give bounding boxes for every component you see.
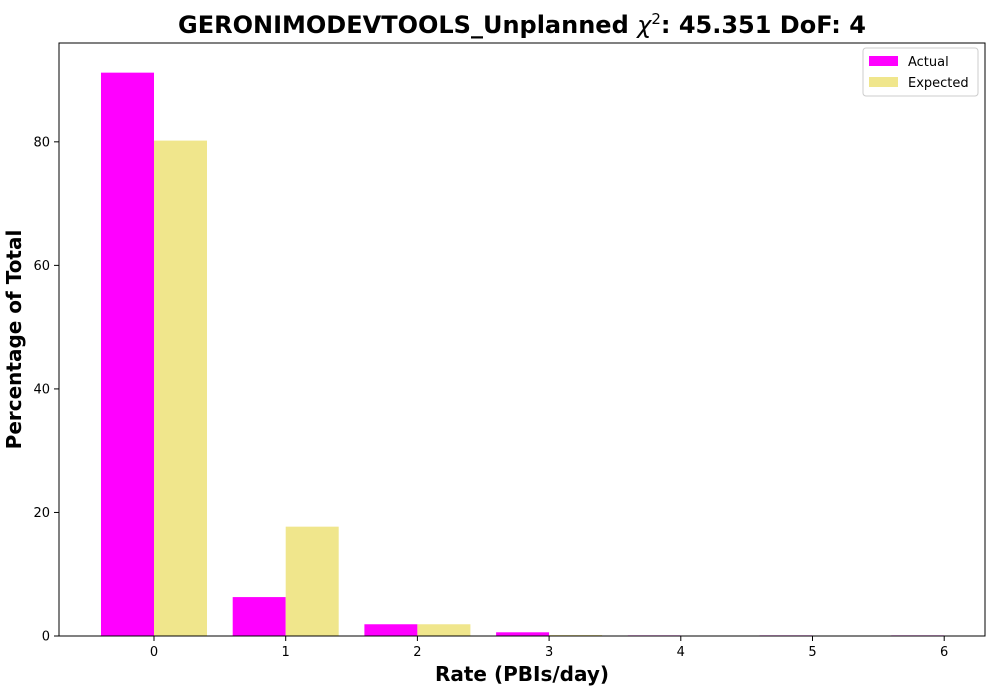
bar-actual-0	[101, 72, 154, 636]
bar-actual-2	[364, 624, 418, 636]
legend: Actual Expected	[862, 47, 979, 97]
chart-title-suffix: : 45.351 DoF: 4	[661, 11, 866, 39]
bar-actual-1	[232, 597, 286, 636]
chart-title-chi: χ	[635, 11, 652, 39]
chart-title-prefix: GERONIMODEVTOOLS_Unplanned	[178, 11, 637, 39]
chart-title: GERONIMODEVTOOLS_Unplanned χ2: 45.351 Do…	[178, 10, 866, 39]
x-axis-label: Rate (PBIs/day)	[435, 662, 609, 686]
x-tick-label-6: 6	[940, 645, 948, 660]
legend-label-expected: Expected	[908, 76, 969, 91]
x-tick-label-4: 4	[677, 645, 685, 660]
x-tick-label-2: 2	[413, 645, 421, 660]
y-tick-label-60: 60	[33, 259, 50, 274]
x-tick-label-3: 3	[545, 645, 553, 660]
legend-label-actual: Actual	[908, 55, 949, 70]
plot-frame	[58, 42, 986, 637]
y-tick-label-0: 0	[42, 630, 50, 645]
bar-expected-1	[285, 526, 339, 636]
x-tick-label-0: 0	[150, 645, 158, 660]
y-tick-label-20: 20	[33, 506, 50, 521]
legend-swatch-actual	[869, 56, 898, 66]
x-tick-label-1: 1	[282, 645, 290, 660]
y-tick-label-40: 40	[33, 382, 50, 397]
y-tick-label-80: 80	[33, 135, 50, 150]
x-tick-label-5: 5	[808, 645, 816, 660]
bar-expected-0	[154, 140, 207, 636]
chart-title-superscript: 2	[651, 10, 661, 28]
legend-swatch-expected	[869, 77, 898, 87]
bar-expected-2	[417, 624, 471, 636]
bars-layer	[101, 72, 945, 636]
y-axis-label: Percentage of Total	[2, 230, 26, 450]
bar-actual-3	[496, 632, 550, 636]
